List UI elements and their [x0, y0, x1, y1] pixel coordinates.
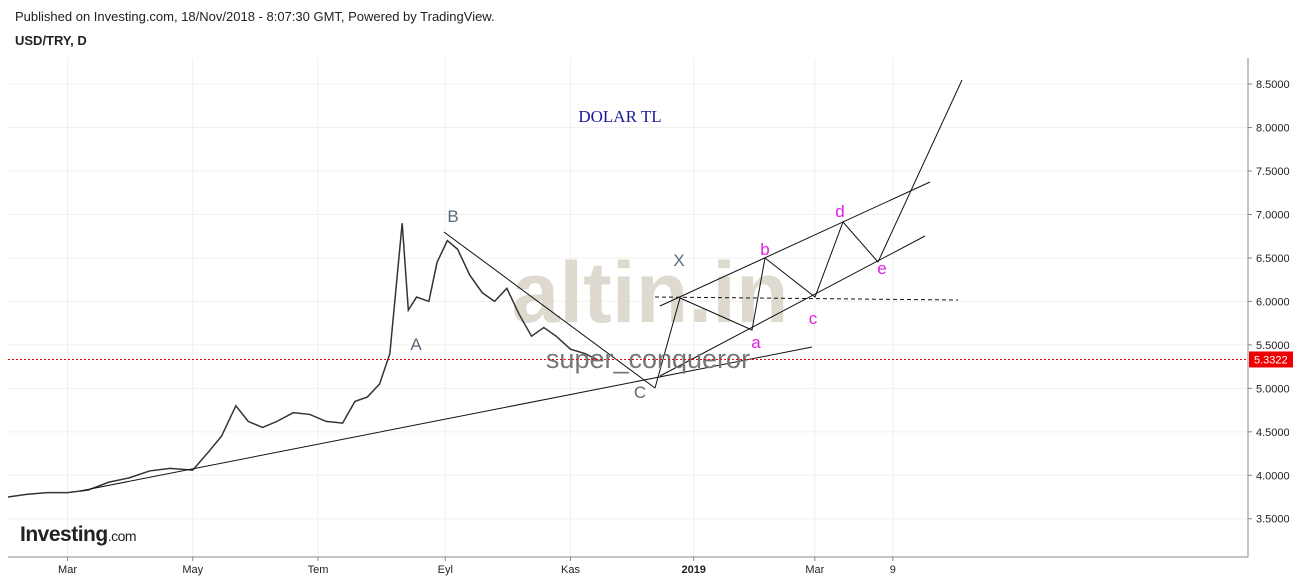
wave-label: A [410, 335, 422, 354]
wave-labels: A B C X a b c d e [410, 202, 886, 402]
annotation: DOLAR TL [578, 107, 661, 126]
dashed-level [654, 296, 959, 301]
watermark: altin.in [511, 245, 788, 341]
y-tick-label: 5.0000 [1256, 383, 1290, 395]
wave-label: X [673, 251, 684, 270]
trend-line [443, 231, 656, 389]
wave-label: d [835, 202, 844, 221]
logo-main: Investing [20, 523, 108, 546]
y-tick-label: 4.0000 [1256, 470, 1290, 482]
header: Published on Investing.com, 18/Nov/2018 … [15, 9, 495, 24]
wave-label: a [751, 333, 761, 352]
x-tick-label: 9 [890, 564, 896, 576]
channel-lower [659, 235, 926, 377]
y-tick-label: 7.5000 [1256, 166, 1290, 178]
last-price-box [1249, 351, 1293, 368]
marks [7, 223, 598, 498]
wave-label: b [760, 240, 769, 259]
x-tick-label: May [182, 564, 203, 576]
logo: Investing.com [20, 523, 136, 546]
y-tick-label: 6.0000 [1256, 296, 1290, 308]
y-tick-label: 7.0000 [1256, 209, 1290, 221]
x-tick-label: Tem [308, 564, 329, 576]
y-tick-label: 4.5000 [1256, 427, 1290, 439]
grid [8, 58, 1248, 557]
price-line [7, 223, 598, 498]
last-price-label: 5.3322 [1254, 354, 1288, 366]
y-tick-label: 8.0000 [1256, 123, 1290, 135]
y-tick-label: 5.5000 [1256, 340, 1290, 352]
chart-title: USD/TRY, D [15, 33, 87, 48]
x-tick-label: Mar [805, 564, 824, 576]
wave-label: B [447, 207, 458, 226]
channel-upper [659, 181, 931, 307]
y-tick-label: 6.5000 [1256, 253, 1290, 265]
support-line [79, 346, 813, 492]
wave-label: C [634, 383, 646, 402]
y-tick-label: 8.5000 [1256, 79, 1290, 91]
wave-path [654, 79, 963, 389]
x-tick-label: Eyl [438, 564, 453, 576]
wave-label: c [809, 309, 818, 328]
logo-suffix: .com [108, 528, 136, 544]
y-tick-label: 3.5000 [1256, 514, 1290, 526]
x-tick-label: Kas [561, 564, 580, 576]
x-tick-label: Mar [58, 564, 77, 576]
x-tick-label: 2019 [681, 564, 705, 576]
drawings [79, 79, 963, 492]
wave-label: e [877, 259, 886, 278]
